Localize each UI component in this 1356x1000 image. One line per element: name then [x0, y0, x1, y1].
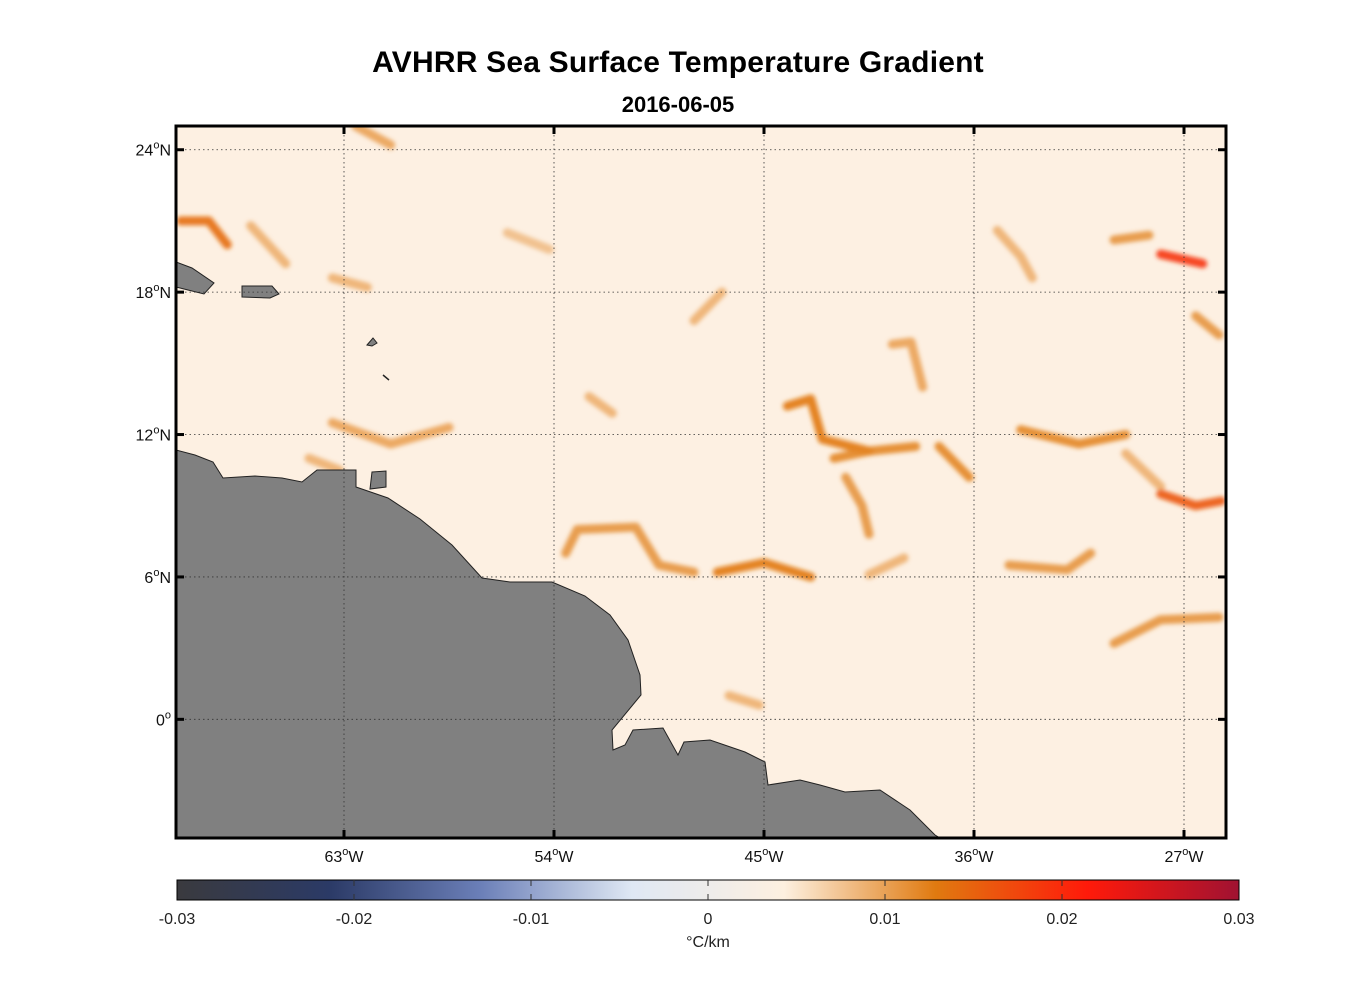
gradient-front-13	[841, 472, 874, 539]
gradient-front-19	[1156, 249, 1208, 269]
colorbar-tick-label: -0.02	[336, 911, 373, 928]
gradient-front-17	[1004, 548, 1096, 575]
colorbar-unit: °C/km	[686, 934, 730, 951]
gradient-front-3	[351, 126, 396, 150]
lon-tick-label: 54oW	[534, 846, 574, 866]
lat-tick-label: 24oN	[136, 140, 171, 160]
gradient-front-24	[724, 691, 764, 710]
south-america-land	[176, 449, 941, 838]
gradient-front-10	[829, 441, 921, 463]
colorbar-tick-label: 0	[704, 911, 713, 928]
graticule	[176, 126, 1226, 838]
colorbar-tick-label: -0.01	[513, 911, 550, 928]
gradient-front-25	[502, 228, 554, 254]
chart-subtitle: 2016-06-05	[621, 92, 735, 117]
gradient-front-11	[887, 337, 928, 392]
colorbar-tick-label: 0.02	[1046, 911, 1077, 928]
gradient-front-8	[864, 553, 909, 580]
gradient-front-16	[1156, 489, 1226, 511]
lat-tick-label: 0o	[156, 709, 171, 729]
colorbar-tick-label: 0.03	[1223, 911, 1254, 928]
gradient-front-1	[246, 221, 291, 269]
lat-tick-label: 12oN	[136, 425, 171, 445]
map-axes: 63oW 54oW 45oW 36oW 27oW 24oN 18oN 12oN 6oN 0o	[136, 126, 1226, 866]
chart-title: AVHRR Sea Surface Temperature Gradient	[372, 46, 984, 79]
gradient-front-9	[782, 394, 874, 456]
map-frame	[174, 124, 1228, 840]
colorbar-tick-label: 0.01	[869, 911, 900, 928]
gradient-front-26	[689, 287, 727, 326]
island-small-1-land	[366, 337, 378, 347]
gradient-front-2	[327, 273, 372, 292]
gradient-fronts-layer	[176, 126, 1226, 710]
gradient-front-5	[304, 453, 344, 475]
gradient-front-22	[992, 225, 1037, 283]
colorbar-ticks: -0.03 -0.02 -0.01 0 0.01 0.02 0.03	[159, 880, 1255, 928]
gradient-front-6	[561, 522, 699, 577]
gradient-front-23	[584, 392, 617, 418]
island-west-land	[176, 261, 215, 295]
lon-tick-label: 63oW	[324, 846, 364, 866]
gradient-front-4	[327, 418, 454, 449]
lon-tick-label: 45oW	[744, 846, 784, 866]
gradient-front-18	[1109, 612, 1224, 648]
colorbar-tick-label: -0.03	[159, 911, 196, 928]
gradient-front-20	[1109, 230, 1154, 245]
island-puerto-rico-land	[241, 285, 280, 299]
gradient-front-12	[934, 441, 974, 482]
lon-tick-label: 36oW	[954, 846, 994, 866]
island-trinidad-land	[369, 470, 387, 490]
island-small-2-land	[382, 374, 390, 381]
gradient-front-0	[176, 216, 232, 250]
lat-tick-label: 6oN	[144, 567, 171, 587]
lat-tick-label: 18oN	[136, 282, 171, 302]
gradient-front-15	[1121, 449, 1166, 492]
lon-tick-label: 27oW	[1164, 846, 1204, 866]
gradient-front-21	[1191, 311, 1224, 340]
